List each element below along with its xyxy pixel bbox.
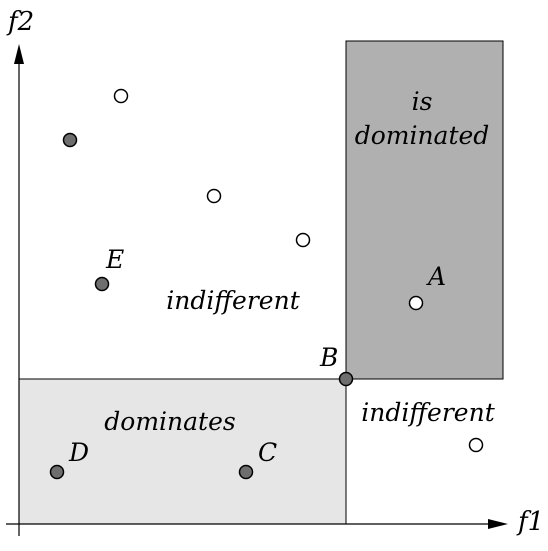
point-d-label: D (68, 438, 89, 467)
x-axis-label: f1 (516, 507, 544, 537)
point-e (94, 276, 110, 292)
open-point (113, 88, 129, 104)
point-c-label: C (258, 438, 277, 467)
point-c (238, 464, 254, 480)
point-a (408, 295, 424, 311)
y-axis-label: f2 (6, 7, 34, 37)
point-b (338, 371, 354, 387)
point-d (49, 464, 65, 480)
point-e-label: E (105, 245, 124, 274)
dominated-region (345, 40, 504, 380)
indifferent-upper-label: indifferent (166, 286, 300, 315)
open-point (206, 188, 222, 204)
x-axis-arrow (488, 519, 508, 529)
indifferent-lower-label: indifferent (361, 398, 495, 427)
y-axis-arrow (14, 44, 24, 64)
dominates-label: dominates (104, 407, 235, 436)
dominates-region (18, 378, 347, 525)
filled-point (62, 132, 78, 148)
open-point (295, 232, 311, 248)
is-dominated-label-line2: dominated (355, 121, 490, 150)
open-point (468, 437, 484, 453)
is-dominated-label-line1: is (412, 87, 433, 116)
point-b-label: B (319, 343, 338, 372)
point-a-label: A (426, 262, 446, 291)
